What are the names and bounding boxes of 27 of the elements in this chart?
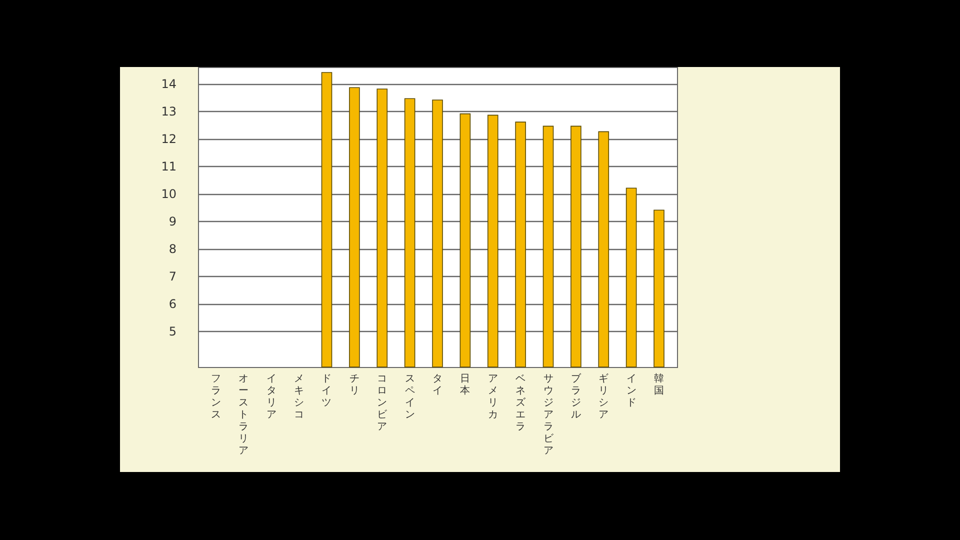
y-tick-label: 5 — [168, 324, 176, 339]
y-tick-label: 14 — [161, 77, 176, 92]
x-tick-label: フランス — [210, 374, 221, 420]
x-tick-label: インド — [626, 374, 636, 408]
x-tick-label: サウジアラビア — [543, 374, 554, 456]
y-tick-label: 12 — [161, 132, 176, 146]
x-tick-label: 韓国 — [654, 372, 664, 396]
x-tick-label: ドイツ — [322, 374, 332, 408]
x-tick-label: チリ — [349, 374, 360, 396]
y-tick-label: 6 — [168, 297, 176, 312]
x-tick-label: 日本 — [460, 374, 470, 396]
y-tick-label: 10 — [161, 187, 176, 202]
x-tick-label: イタリア — [266, 374, 276, 420]
x-tick-label: タイ — [432, 374, 442, 396]
y-tick-label: 9 — [168, 214, 176, 229]
x-tick-label: メキシコ — [294, 374, 304, 420]
x-tick-label: ベネズエラ — [516, 374, 527, 432]
y-tick-label: 8 — [168, 242, 176, 256]
y-tick-label: 13 — [161, 104, 176, 119]
x-tick-label: コロンビア — [377, 374, 388, 432]
x-tick-label: ブラジル — [570, 372, 582, 420]
y-tick-label: 11 — [161, 160, 176, 174]
x-tick-label: スペイン — [404, 374, 415, 420]
x-tick-label: ギリシア — [598, 372, 609, 420]
x-tick-label: オーストラリア — [238, 374, 249, 456]
y-tick-label: 7 — [168, 270, 176, 284]
x-tick-label: アメリカ — [488, 374, 498, 420]
